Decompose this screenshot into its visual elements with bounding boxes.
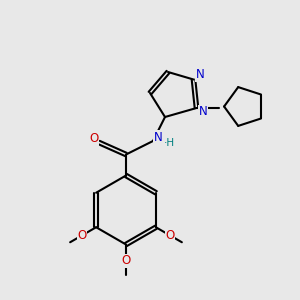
Text: N: N <box>154 131 163 144</box>
Text: O: O <box>122 254 130 268</box>
Text: O: O <box>77 229 86 242</box>
Text: O: O <box>89 132 98 146</box>
Text: ·H: ·H <box>164 137 175 148</box>
Text: N: N <box>199 105 208 118</box>
Text: N: N <box>196 68 205 82</box>
Text: O: O <box>166 229 175 242</box>
